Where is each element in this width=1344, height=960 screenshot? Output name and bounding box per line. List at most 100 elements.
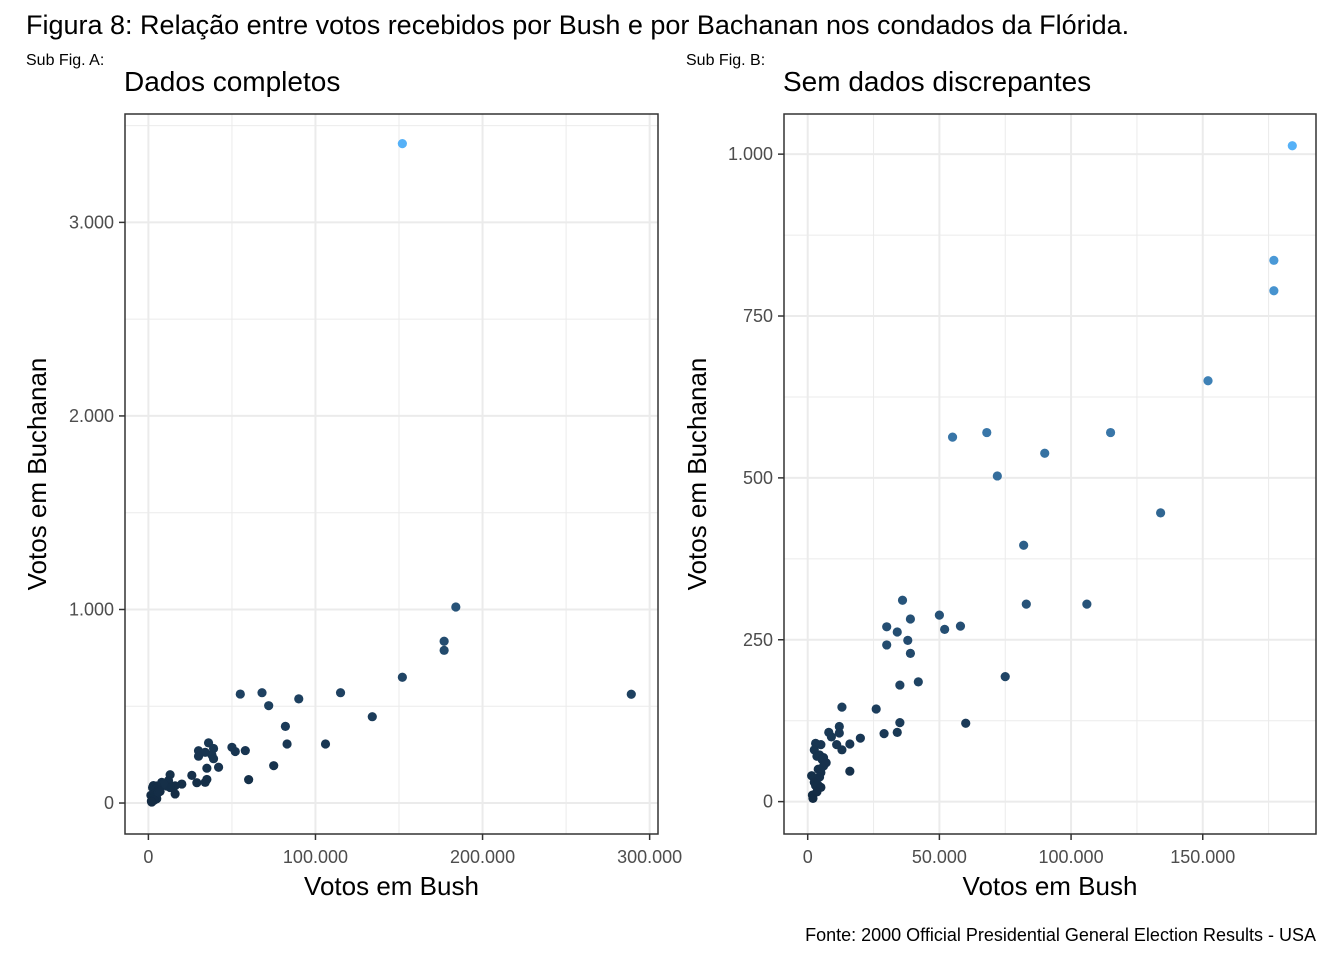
y-axis-title: Votos em Buchanan (682, 358, 712, 591)
data-point (895, 680, 905, 690)
data-point (1269, 286, 1279, 296)
data-point (193, 751, 204, 761)
figure-title: Figura 8: Relação entre votos recebidos … (26, 10, 1130, 40)
data-point (913, 677, 923, 687)
data-point (1021, 599, 1031, 609)
x-axis-title: Votos em Bush (304, 871, 479, 901)
data-point (892, 627, 902, 637)
data-point (294, 694, 304, 704)
y-tick-label: 2.000 (69, 406, 114, 426)
data-point (955, 621, 966, 631)
y-tick-label: 0 (763, 792, 773, 812)
y-tick-label: 1.000 (69, 599, 114, 619)
x-tick-label: 0 (143, 847, 153, 867)
data-point (282, 739, 292, 749)
data-point (320, 739, 331, 749)
data-point (903, 635, 913, 646)
data-point (1040, 448, 1050, 458)
data-point (451, 602, 461, 612)
data-point (202, 763, 212, 773)
data-point (826, 732, 837, 742)
y-tick-label: 250 (743, 630, 773, 650)
data-point (845, 739, 855, 749)
data-point (1269, 255, 1279, 265)
data-point (821, 758, 831, 768)
x-tick-label: 300.000 (617, 847, 682, 867)
subfig-b-tag: Sub Fig. B: (686, 52, 766, 69)
data-point (837, 702, 847, 712)
panel-border (124, 113, 659, 835)
data-point (269, 761, 279, 771)
data-point (808, 793, 818, 803)
data-point (934, 610, 944, 620)
data-point (264, 701, 274, 711)
data-point (871, 704, 881, 714)
x-tick-label: 0 (803, 847, 813, 867)
x-tick-label: 150.000 (1170, 847, 1235, 867)
y-tick-label: 750 (743, 306, 773, 326)
y-tick-label: 500 (743, 468, 773, 488)
data-point (1156, 508, 1166, 518)
data-point (439, 636, 449, 646)
data-point (905, 614, 916, 624)
data-point (1082, 599, 1092, 609)
data-point (626, 689, 636, 699)
y-tick-label: 0 (104, 793, 114, 813)
data-point (834, 721, 844, 732)
data-point (845, 766, 855, 776)
data-point (982, 427, 992, 438)
data-point (335, 688, 346, 698)
data-point (170, 789, 180, 799)
data-point (892, 727, 902, 737)
subfig-a-tag: Sub Fig. A: (26, 52, 105, 69)
data-point (235, 689, 245, 699)
source-caption: Fonte: 2000 Official Presidential Genera… (805, 925, 1316, 945)
x-tick-label: 50.000 (912, 847, 967, 867)
data-point (367, 712, 377, 722)
data-point (940, 624, 950, 634)
data-point (1000, 672, 1010, 682)
data-point (439, 645, 449, 655)
data-point (257, 688, 267, 698)
data-point (244, 775, 254, 785)
data-point (837, 745, 847, 755)
data-point (397, 672, 407, 682)
data-point (1105, 427, 1116, 438)
x-tick-label: 100.000 (1039, 847, 1104, 867)
data-point (1203, 376, 1213, 386)
data-point (230, 746, 240, 757)
data-point (855, 733, 865, 743)
data-point (200, 777, 210, 787)
x-tick-label: 100.000 (283, 847, 348, 867)
data-point (147, 797, 157, 807)
x-tick-label: 200.000 (450, 847, 515, 867)
data-point (882, 640, 892, 650)
subfig-a-title: Dados completos (124, 66, 341, 97)
data-point (187, 770, 197, 780)
y-tick-label: 3.000 (69, 212, 114, 232)
data-point (897, 595, 908, 605)
data-point (1019, 540, 1029, 550)
data-point (834, 728, 844, 738)
data-point (165, 782, 175, 793)
x-axis-title: Votos em Bush (963, 871, 1138, 901)
data-point (947, 432, 958, 442)
data-point (905, 648, 916, 658)
data-point (1287, 141, 1297, 151)
subfig-b-title: Sem dados discrepantes (783, 66, 1092, 97)
data-point (213, 762, 224, 772)
y-tick-label: 1.000 (728, 144, 773, 164)
data-point (879, 729, 889, 739)
data-point (192, 778, 202, 788)
data-point (240, 745, 250, 756)
data-point (155, 786, 165, 797)
data-point (895, 718, 905, 728)
data-point (280, 721, 291, 731)
data-point (992, 471, 1002, 481)
y-axis-title: Votos em Buchanan (22, 358, 52, 591)
data-point (961, 718, 971, 728)
panel-border (783, 113, 1317, 835)
data-point (208, 754, 219, 764)
